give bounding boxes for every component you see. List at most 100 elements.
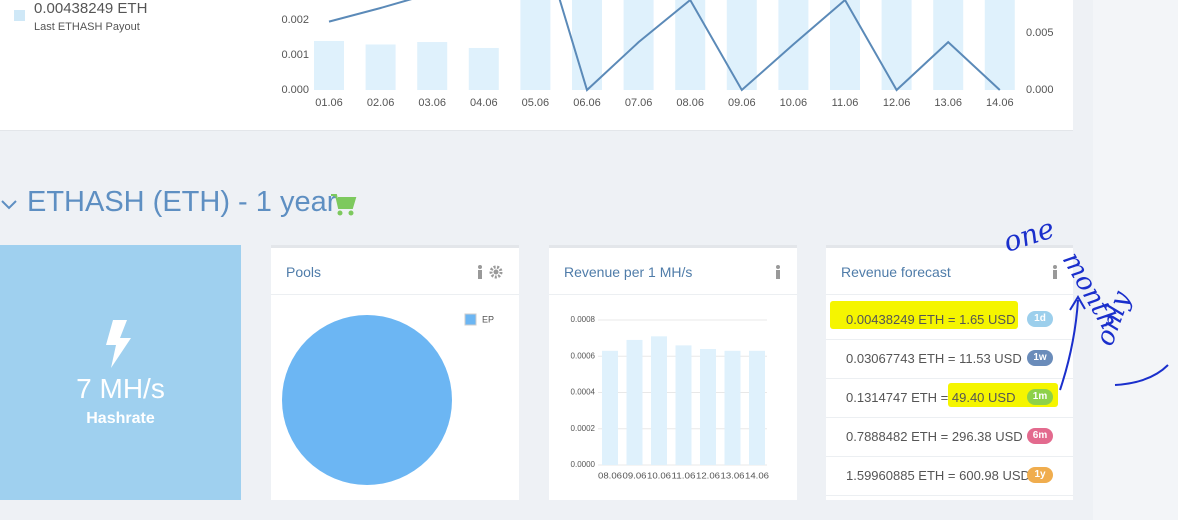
legend-label: Last ETHASH Payout xyxy=(34,21,140,33)
bar xyxy=(626,339,643,465)
legend-swatch xyxy=(464,313,477,326)
y2-tick-label: 0.000 xyxy=(1026,84,1054,96)
annotation-word: one xyxy=(999,212,1058,259)
x-tick-label: 09.06 xyxy=(728,97,756,109)
card-icons[interactable] xyxy=(475,264,509,280)
bar xyxy=(675,345,692,465)
forecast-row: 0.1314747 ETH = 49.40 USD 1m xyxy=(826,378,1073,418)
forecast-row: 0.7888482 ETH = 296.38 USD 6m xyxy=(826,417,1073,457)
section-title: ETHASH (ETH) - 1 year xyxy=(27,186,337,218)
x-tick-label: 14.06 xyxy=(986,97,1014,109)
forecast-text: 0.1314747 ETH = 49.40 USD xyxy=(846,390,1016,405)
forecast-text: 0.00438249 ETH = 1.65 USD xyxy=(846,312,1016,327)
period-badge: 1m xyxy=(1027,389,1053,405)
card-title: Revenue forecast xyxy=(841,264,951,280)
x-tick-label: 14.06 xyxy=(745,470,769,480)
forecast-text: 1.59960885 ETH = 600.98 USD xyxy=(846,468,1030,483)
x-tick-label: 09.06 xyxy=(623,470,647,480)
card-header: Revenue per 1 MH/s xyxy=(549,248,797,295)
bar xyxy=(881,0,912,90)
pie-slice xyxy=(282,315,452,485)
forecast-text: 0.03067743 ETH = 11.53 USD xyxy=(846,351,1022,366)
x-tick-label: 08.06 xyxy=(598,470,622,480)
forecast-row: 0.00438249 ETH = 1.65 USD 1d xyxy=(826,300,1073,340)
x-tick-label: 11.06 xyxy=(672,470,696,480)
card-header: Pools xyxy=(271,248,519,295)
period-badge: 1y xyxy=(1027,467,1053,483)
bar xyxy=(984,0,1015,90)
x-tick-label: 07.06 xyxy=(625,97,653,109)
pools-card: Pools EP xyxy=(271,245,519,500)
top-panel: 0.00438249 ETH Last ETHASH Payout 0.000 0… xyxy=(0,0,1073,131)
bar xyxy=(623,0,654,90)
plot xyxy=(314,0,1015,92)
forecast-row: 0.03067743 ETH = 11.53 USD 1w xyxy=(826,339,1073,379)
y-tick-label: 0.002 xyxy=(281,14,309,26)
x-tick-label: 05.06 xyxy=(522,97,550,109)
x-tick-label: 12.06 xyxy=(696,470,720,480)
bar xyxy=(468,47,499,90)
bar xyxy=(749,350,765,465)
x-tick-label: 04.06 xyxy=(470,97,498,109)
bar xyxy=(365,44,396,90)
hashrate-card: 7 MH/s Hashrate xyxy=(0,245,241,500)
bar xyxy=(675,0,706,90)
y2-tick-label: 0.005 xyxy=(1026,27,1054,39)
legend-swatch xyxy=(14,10,25,21)
cart-icon[interactable] xyxy=(330,192,360,218)
bar xyxy=(933,0,964,90)
card-title: Pools xyxy=(286,264,322,280)
period-badge: 6m xyxy=(1027,428,1053,444)
bar xyxy=(724,350,741,465)
x-tick-label: 11.06 xyxy=(832,97,859,109)
collapse-chevron[interactable] xyxy=(0,190,20,220)
revenue-chart: 0.0000 0.0002 0.0004 0.0006 0.0008 08.06 09.06… xyxy=(571,315,770,480)
hashrate-value: 7 MH/s xyxy=(76,373,165,404)
lightning-icon xyxy=(106,320,131,368)
x-tick-label: 01.06 xyxy=(315,97,343,109)
legend-label: EP xyxy=(482,314,494,324)
scroll-gutter xyxy=(1093,0,1178,520)
x-tick-label: 08.06 xyxy=(676,97,704,109)
x-tick-label: 03.06 xyxy=(418,97,446,109)
forecast-row: 1.59960885 ETH = 600.98 USD 1y xyxy=(826,456,1073,496)
x-tick-label: 06.06 xyxy=(573,97,601,109)
revenue-card: Revenue per 1 MH/s 0.0000 0.0002 0.0004 0.0… xyxy=(549,245,797,500)
legend-value: 0.00438249 ETH xyxy=(34,0,148,17)
x-tick-label: 10.06 xyxy=(780,97,808,109)
bar xyxy=(700,349,716,465)
bar xyxy=(726,0,757,90)
highlight xyxy=(830,301,1018,329)
line xyxy=(328,0,1001,92)
y-tick-label: 0.0002 xyxy=(571,424,596,433)
handwriting: one month only xyxy=(999,212,1169,391)
period-badge: 1w xyxy=(1027,350,1053,366)
x-tick-label: 13.06 xyxy=(934,97,962,109)
forecast-card: Revenue forecast 0.00438249 ETH = 1.65 U… xyxy=(826,245,1073,500)
y-tick-label: 0.0006 xyxy=(571,351,596,360)
bar xyxy=(830,0,860,90)
forecast-text: 0.7888482 ETH = 296.38 USD xyxy=(846,429,1023,444)
info-icon[interactable] xyxy=(773,264,783,280)
x-tick-label: 02.06 xyxy=(367,97,395,109)
bar xyxy=(314,40,344,90)
pools-chart: EP xyxy=(282,313,494,485)
x-tick-label: 10.06 xyxy=(647,470,671,480)
y-tick-label: 0.001 xyxy=(281,49,309,61)
y-tick-label: 0.0008 xyxy=(571,315,596,324)
x-tick-label: 12.06 xyxy=(883,97,911,109)
bar xyxy=(417,42,448,90)
bar xyxy=(572,0,602,90)
bar xyxy=(651,336,667,465)
card-header: Revenue forecast xyxy=(826,248,1073,295)
y-tick-label: 0.0000 xyxy=(571,460,596,469)
daily-chart: 0.000 0.001 0.002 0.000 0.005 01.06 02.06 03.06… xyxy=(281,0,1054,109)
x-tick-label: 13.06 xyxy=(721,470,745,480)
bar xyxy=(602,350,618,465)
info-icon[interactable] xyxy=(1050,264,1060,280)
bar xyxy=(520,0,551,90)
y-tick-label: 0.0004 xyxy=(571,388,596,397)
hashrate-label: Hashrate xyxy=(86,410,155,427)
card-title: Revenue per 1 MH/s xyxy=(564,264,693,280)
